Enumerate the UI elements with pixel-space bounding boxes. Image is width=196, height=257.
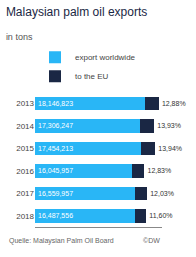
svg-text:©DW: ©DW xyxy=(143,237,160,244)
svg-text:2018: 2018 xyxy=(16,212,34,221)
svg-text:2014: 2014 xyxy=(16,122,34,131)
svg-text:2016: 2016 xyxy=(16,167,34,176)
svg-text:Quelle: Malaysian Palm Oil Boa: Quelle: Malaysian Palm Oil Board xyxy=(9,237,114,245)
svg-text:12,83%: 12,83% xyxy=(147,167,171,174)
svg-text:13,93%: 13,93% xyxy=(157,122,181,129)
svg-text:16,045,957: 16,045,957 xyxy=(38,167,73,174)
svg-text:2015: 2015 xyxy=(16,144,34,153)
svg-text:12,88%: 12,88% xyxy=(162,100,186,107)
svg-text:export worldwide: export worldwide xyxy=(75,53,136,62)
svg-text:Malaysian palm oil exports: Malaysian palm oil exports xyxy=(6,5,147,19)
svg-text:2013: 2013 xyxy=(16,99,34,108)
svg-text:in tons: in tons xyxy=(6,32,33,42)
svg-text:12,03%: 12,03% xyxy=(150,190,174,197)
svg-text:11,60%: 11,60% xyxy=(149,212,172,219)
svg-text:16,487,556: 16,487,556 xyxy=(38,212,73,219)
svg-text:18,146,823: 18,146,823 xyxy=(38,100,73,107)
svg-text:13,94%: 13,94% xyxy=(158,145,182,152)
svg-text:17,454,213: 17,454,213 xyxy=(38,145,73,152)
svg-text:2017: 2017 xyxy=(16,189,34,198)
svg-text:16,559,957: 16,559,957 xyxy=(38,190,73,197)
svg-text:to the EU: to the EU xyxy=(75,72,109,81)
svg-text:17,306,247: 17,306,247 xyxy=(38,122,73,129)
